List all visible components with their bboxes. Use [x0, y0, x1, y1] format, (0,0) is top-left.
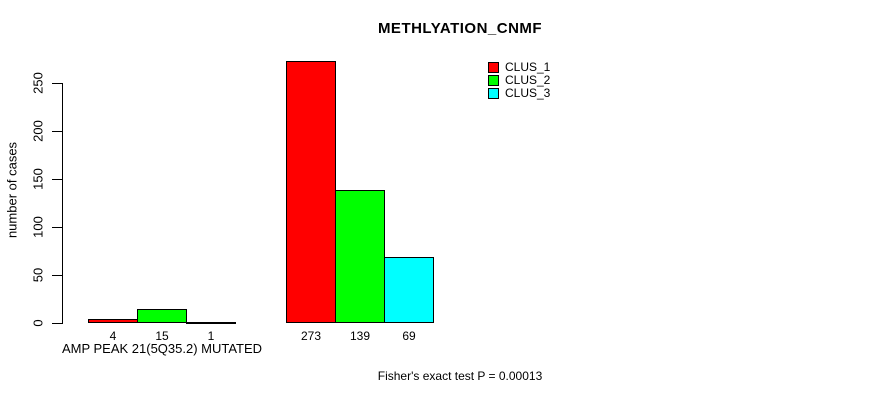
legend-row-clus_3: CLUS_3: [488, 86, 551, 100]
legend-label: CLUS_3: [505, 86, 551, 100]
bar-value-label: 1: [207, 329, 215, 343]
annotation-fisher-test: Fisher's exact test P = 0.00013: [377, 369, 543, 383]
bar-clus_1-group1: [88, 319, 138, 323]
y-axis-line: [62, 83, 63, 324]
legend: CLUS_1 CLUS_2 CLUS_3: [488, 60, 551, 101]
bar-clus_3-group2: [384, 257, 434, 323]
bar-value-label: 69: [402, 329, 416, 343]
legend-swatch-icon: [488, 62, 499, 73]
y-tick-label: 50: [30, 267, 46, 283]
y-tick: [52, 179, 62, 180]
y-tick: [52, 131, 62, 132]
bar-value-label: 15: [155, 329, 169, 343]
legend-swatch-icon: [488, 75, 499, 86]
chart-title: METHLYATION_CNMF: [377, 20, 543, 37]
legend-swatch-icon: [488, 88, 499, 99]
y-tick: [52, 227, 62, 228]
legend-label: CLUS_2: [505, 73, 551, 87]
y-tick-label: 150: [30, 168, 46, 190]
bar-value-label: 139: [349, 329, 371, 343]
bar-clus_2-group2: [335, 190, 385, 323]
legend-label: CLUS_1: [505, 60, 551, 74]
y-tick-label: 250: [30, 72, 46, 94]
bar-value-label: 4: [109, 329, 117, 343]
legend-row-clus_1: CLUS_1: [488, 60, 551, 74]
y-tick: [52, 323, 62, 324]
bar-clus_1-group2: [286, 61, 336, 323]
legend-row-clus_2: CLUS_2: [488, 73, 551, 87]
y-tick: [52, 83, 62, 84]
x-axis-group-label: AMP PEAK 21(5Q35.2) MUTATED: [61, 341, 263, 356]
y-tick: [52, 275, 62, 276]
y-tick-label: 0: [30, 319, 46, 327]
y-axis-label: number of cases: [4, 141, 20, 239]
bar-clus_3-group1: [186, 322, 236, 324]
y-tick-label: 100: [30, 216, 46, 238]
y-tick-label: 200: [30, 120, 46, 142]
bar-value-label: 273: [300, 329, 322, 343]
bar-clus_2-group1: [137, 309, 187, 323]
